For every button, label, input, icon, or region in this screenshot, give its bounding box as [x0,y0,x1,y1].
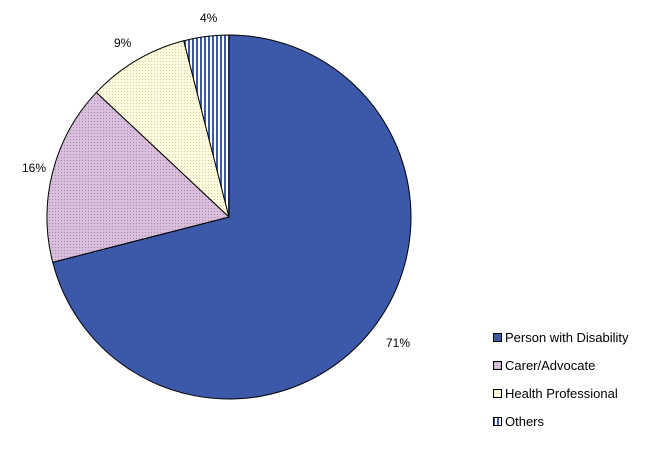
legend-swatch-person-with-disability [493,332,502,342]
legend-swatch-carer-advocate [493,360,502,370]
pie-slice-person-with-disability [52,34,412,400]
data-label-others: 4% [200,11,218,25]
data-label-carer-advocate: 16% [22,161,46,175]
data-label-health-professional: 9% [114,36,132,50]
pie-labels: 71% 16% 9% 4% [22,11,410,350]
legend-item-person-with-disability: Person with Disability [493,328,629,346]
pie-slice-health-professional [95,40,230,219]
legend-swatch-health-professional [493,388,502,398]
pie-slices [46,34,412,400]
legend-item-health-professional: Health Professional [493,384,629,402]
legend-label: Health Professional [505,385,618,401]
legend-label: Person with Disability [505,329,629,345]
legend-item-others: Others [493,412,629,430]
pie-slice-carer-advocate [46,91,231,263]
pie-slice-others [183,34,230,218]
legend-swatch-others [493,416,502,426]
legend-label: Carer/Advocate [505,357,596,373]
legend: Person with Disability Carer/Advocate Heal… [493,328,629,440]
legend-item-carer-advocate: Carer/Advocate [493,356,629,374]
data-label-person-with-disability: 71% [386,336,410,350]
legend-label: Others [505,413,545,429]
